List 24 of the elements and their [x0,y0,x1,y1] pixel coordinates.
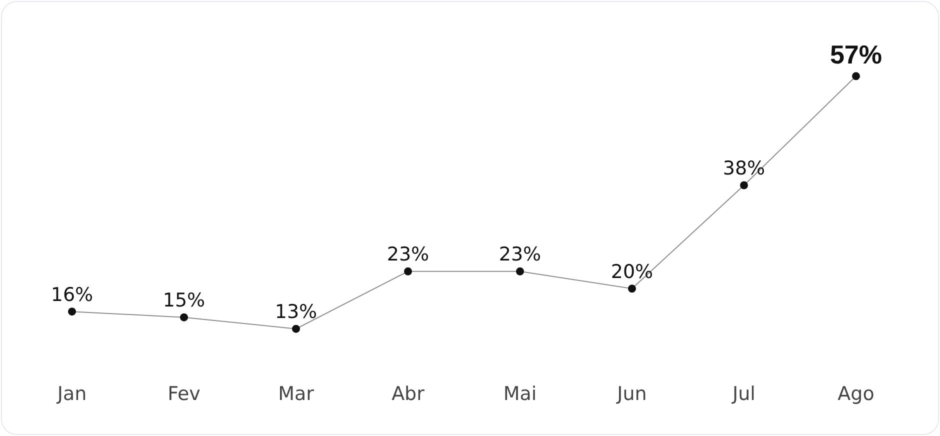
data-label: 13% [274,301,318,324]
x-tick-label: Fev [168,383,200,405]
point [852,72,860,80]
point [404,267,412,276]
point [292,324,300,333]
x-tick-label: Jan [56,383,87,405]
point [740,181,748,190]
data-label: 16% [50,284,94,306]
data-label: 23% [498,244,542,266]
point [516,267,524,276]
x-tick-label: Ago [838,383,874,405]
point [180,313,188,322]
point [68,308,76,316]
x-tick-label: Jul [732,383,756,405]
data-label: 38% [722,158,766,180]
data-label: 57% [830,40,882,70]
data-label: 23% [386,244,430,266]
x-tick-label: Mar [278,383,314,405]
point [628,284,636,293]
x-tick-label: Abr [392,383,425,405]
x-tick-label: Jun [616,383,647,405]
x-tick-label: Mai [503,383,537,405]
data-label: 20% [610,260,654,283]
data-label: 15% [162,290,206,312]
